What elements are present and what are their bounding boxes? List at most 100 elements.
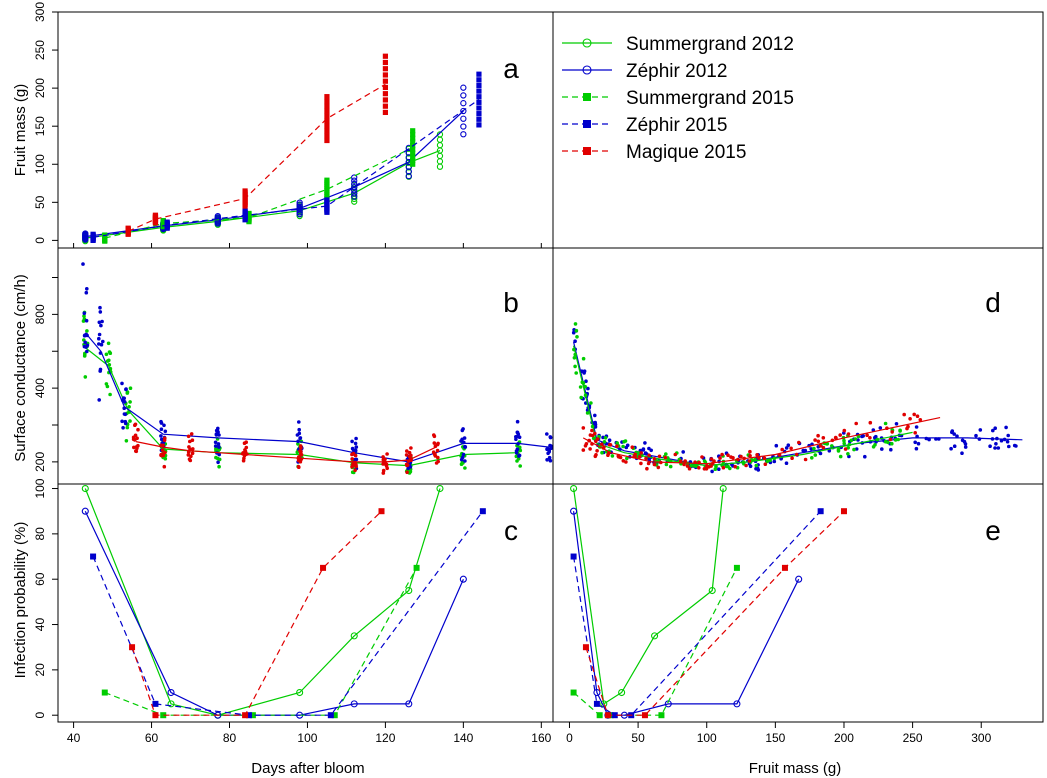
conductance-point <box>243 451 248 456</box>
conductance-point <box>689 463 694 468</box>
conductance-point <box>960 451 964 456</box>
conductance-point <box>581 356 586 361</box>
fruit-mass-point <box>82 230 89 237</box>
conductance-point <box>354 445 359 449</box>
conductance-point <box>673 452 678 457</box>
panel-label-e: e <box>985 515 1001 546</box>
series-line <box>127 83 386 232</box>
conductance-point <box>625 443 630 448</box>
fruit-mass-point <box>460 100 467 107</box>
probability-point <box>840 508 847 515</box>
conductance-point <box>777 453 782 457</box>
fruit-mass-point <box>125 225 131 231</box>
conductance-point <box>890 441 894 446</box>
conductance-point <box>647 446 651 451</box>
conductance-point <box>242 456 246 461</box>
conductance-point <box>84 318 89 323</box>
fruit-mass-point <box>460 115 467 122</box>
conductance-point <box>854 447 859 451</box>
conductance-point <box>217 457 222 462</box>
fruit-mass-point <box>476 122 482 128</box>
conductance-point <box>726 464 730 469</box>
conductance-point <box>120 381 124 386</box>
conductance-point <box>104 352 109 357</box>
x-tick-label: 100 <box>297 731 317 745</box>
conductance-point <box>298 436 302 441</box>
conductance-point <box>607 443 612 447</box>
probability-point <box>719 484 727 493</box>
legend-marker <box>583 93 591 101</box>
fruit-mass-point <box>436 142 444 149</box>
conductance-point <box>645 466 649 471</box>
conductance-point <box>697 460 701 465</box>
fruit-mass-point <box>351 193 358 200</box>
y-axis-label-c: Infection probability (%) <box>12 522 29 679</box>
fruit-mass-point <box>324 108 330 114</box>
conductance-point <box>657 454 662 459</box>
conductance-point <box>98 351 103 355</box>
panel-e <box>570 484 847 719</box>
conductance-point <box>713 467 718 472</box>
probability-point <box>459 575 467 583</box>
x-tick-label: 100 <box>697 731 717 745</box>
conductance-point <box>995 436 999 441</box>
y-tick-label: 40 <box>33 618 47 632</box>
x-tick-label: 140 <box>453 731 473 745</box>
fruit-mass-point <box>460 123 467 130</box>
conductance-point <box>579 395 583 400</box>
conductance-point <box>880 447 884 451</box>
legend-label: Summergrand 2015 <box>626 88 794 109</box>
conductance-point <box>748 449 752 454</box>
conductance-point <box>187 445 191 449</box>
conductance-point <box>296 439 300 444</box>
conductance-point <box>128 400 132 404</box>
fruit-mass-point <box>382 91 389 97</box>
conductance-point <box>463 445 467 449</box>
conductance-point <box>106 341 111 346</box>
conductance-point <box>853 437 858 441</box>
conductance-point <box>582 369 587 374</box>
conductance-point <box>621 459 626 463</box>
series-c-3 <box>90 508 486 719</box>
conductance-point <box>85 349 89 354</box>
conductance-point <box>794 452 799 457</box>
conductance-point <box>353 441 358 446</box>
conductance-point <box>890 430 894 434</box>
panel-label-d: d <box>985 287 1001 318</box>
fruit-mass-point <box>382 103 389 109</box>
conductance-point <box>993 446 997 450</box>
conductance-point <box>98 305 102 310</box>
conductance-point <box>124 387 128 391</box>
fruit-mass-point <box>382 66 389 72</box>
conductance-point <box>836 447 841 452</box>
conductance-point <box>602 445 606 449</box>
conductance-point <box>590 442 594 446</box>
conductance-point <box>581 448 586 452</box>
y-tick-label: 20 <box>33 663 47 677</box>
conductance-point <box>408 465 413 469</box>
conductance-point <box>385 452 389 456</box>
series-a-0 <box>82 131 444 245</box>
legend-entry-4: Magique 2015 <box>562 142 746 163</box>
conductance-point <box>435 448 440 453</box>
conductance-point <box>84 290 89 295</box>
conductance-point <box>742 456 746 461</box>
conductance-point <box>843 447 848 451</box>
series-d-2 <box>581 412 941 471</box>
series-c-2 <box>101 564 420 719</box>
probability-point <box>101 689 108 696</box>
probability-point <box>405 700 413 708</box>
conductance-point <box>692 464 697 468</box>
series-line <box>582 417 941 465</box>
y-axis-label-b: Surface conductance (cm/h) <box>12 274 29 462</box>
axes-layer: 0501001502002503002004008000204060801004… <box>33 2 992 745</box>
conductance-point <box>883 439 888 444</box>
conductance-point <box>350 457 355 461</box>
conductance-point <box>883 421 888 426</box>
conductance-point <box>763 462 768 467</box>
conductance-point <box>952 432 956 436</box>
conductance-point <box>610 454 615 458</box>
conductance-point <box>647 453 651 458</box>
conductance-point <box>298 459 303 464</box>
probability-point <box>331 712 338 719</box>
